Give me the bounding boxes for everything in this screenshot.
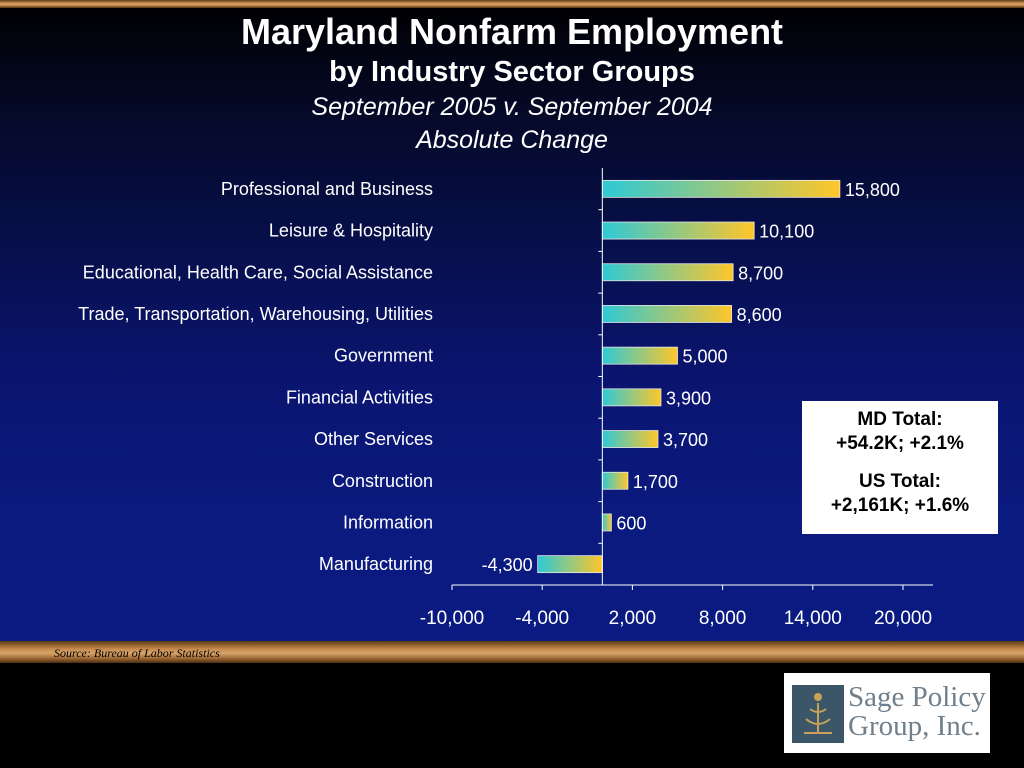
source-note: Source: Bureau of Labor Statistics — [54, 646, 220, 660]
us-total-label: US Total: — [859, 471, 941, 492]
value-label-7: 1,700 — [633, 472, 678, 492]
value-label-2: 8,700 — [738, 263, 783, 283]
category-label-0: Professional and Business — [221, 179, 433, 199]
x-tick-label-5: 20,000 — [874, 608, 932, 629]
bar-6 — [601, 430, 659, 448]
category-label-6: Other Services — [314, 429, 433, 449]
bar-chart: Professional and Business 15,800 Leisure &… — [78, 168, 933, 629]
value-label-8: 600 — [616, 513, 646, 533]
category-label-1: Leisure & Hospitality — [269, 221, 433, 241]
bar-0 — [601, 179, 841, 198]
category-label-2: Educational, Health Care, Social Assista… — [83, 262, 433, 282]
value-label-3: 8,600 — [737, 305, 782, 325]
company-logo: Sage Policy Group, Inc. — [784, 673, 990, 753]
chart-subtitle: by Industry Sector Groups — [329, 56, 695, 88]
x-tick-label-2: 2,000 — [609, 608, 657, 629]
category-label-5: Financial Activities — [286, 387, 433, 407]
bar-8 — [601, 513, 612, 532]
bottom-decorative-band — [0, 641, 1024, 663]
bar-3 — [601, 305, 733, 323]
value-label-4: 5,000 — [683, 347, 728, 367]
logo-text: Sage Policy Group, Inc. — [848, 683, 986, 741]
value-label-0: 15,800 — [845, 180, 900, 200]
category-label-7: Construction — [332, 471, 433, 491]
axis-layer — [451, 168, 933, 590]
chart-title: Maryland Nonfarm Employment — [240, 11, 784, 52]
top-decorative-band — [0, 0, 1024, 8]
md-total-value: +54.2K; +2.1% — [836, 433, 964, 454]
md-total-label: MD Total: — [857, 409, 943, 430]
category-label-9: Manufacturing — [319, 554, 433, 574]
bar-7 — [601, 471, 629, 490]
us-total-value: +2,161K; +1.6% — [830, 495, 970, 516]
x-tick-label-3: 8,000 — [699, 608, 747, 629]
category-label-3: Trade, Transportation, Warehousing, Util… — [78, 304, 433, 324]
x-tick-label-1: -4,000 — [515, 608, 569, 629]
x-tick-label-0: -10,000 — [420, 608, 484, 629]
bar-9 — [537, 555, 603, 574]
logo-line-2: Group, Inc. — [848, 710, 981, 742]
value-label-5: 3,900 — [666, 388, 711, 408]
category-label-4: Government — [334, 346, 433, 366]
totals-box: MD Total: +54.2K; +2.1% US Total: +2,161… — [802, 401, 998, 534]
value-label-6: 3,700 — [663, 430, 708, 450]
logo-emblem-icon — [792, 685, 844, 743]
category-label-8: Information — [343, 512, 433, 532]
bar-4 — [601, 346, 678, 365]
bar-2 — [601, 263, 734, 282]
totals-spacer — [803, 456, 997, 470]
bars-layer — [537, 179, 841, 574]
value-label-9: -4,300 — [482, 555, 533, 575]
bar-1 — [601, 221, 755, 240]
chart-measure: Absolute Change — [416, 126, 608, 154]
bar-5 — [601, 388, 662, 407]
title-block: Maryland Nonfarm Employment by Industry … — [0, 10, 1024, 156]
labels-layer: Professional and Business 15,800 Leisure &… — [78, 179, 932, 629]
chart-period: September 2005 v. September 2004 — [311, 93, 713, 121]
value-label-1: 10,100 — [759, 222, 814, 242]
logo-line-1: Sage Policy — [848, 681, 986, 713]
x-tick-label-4: 14,000 — [784, 608, 842, 629]
